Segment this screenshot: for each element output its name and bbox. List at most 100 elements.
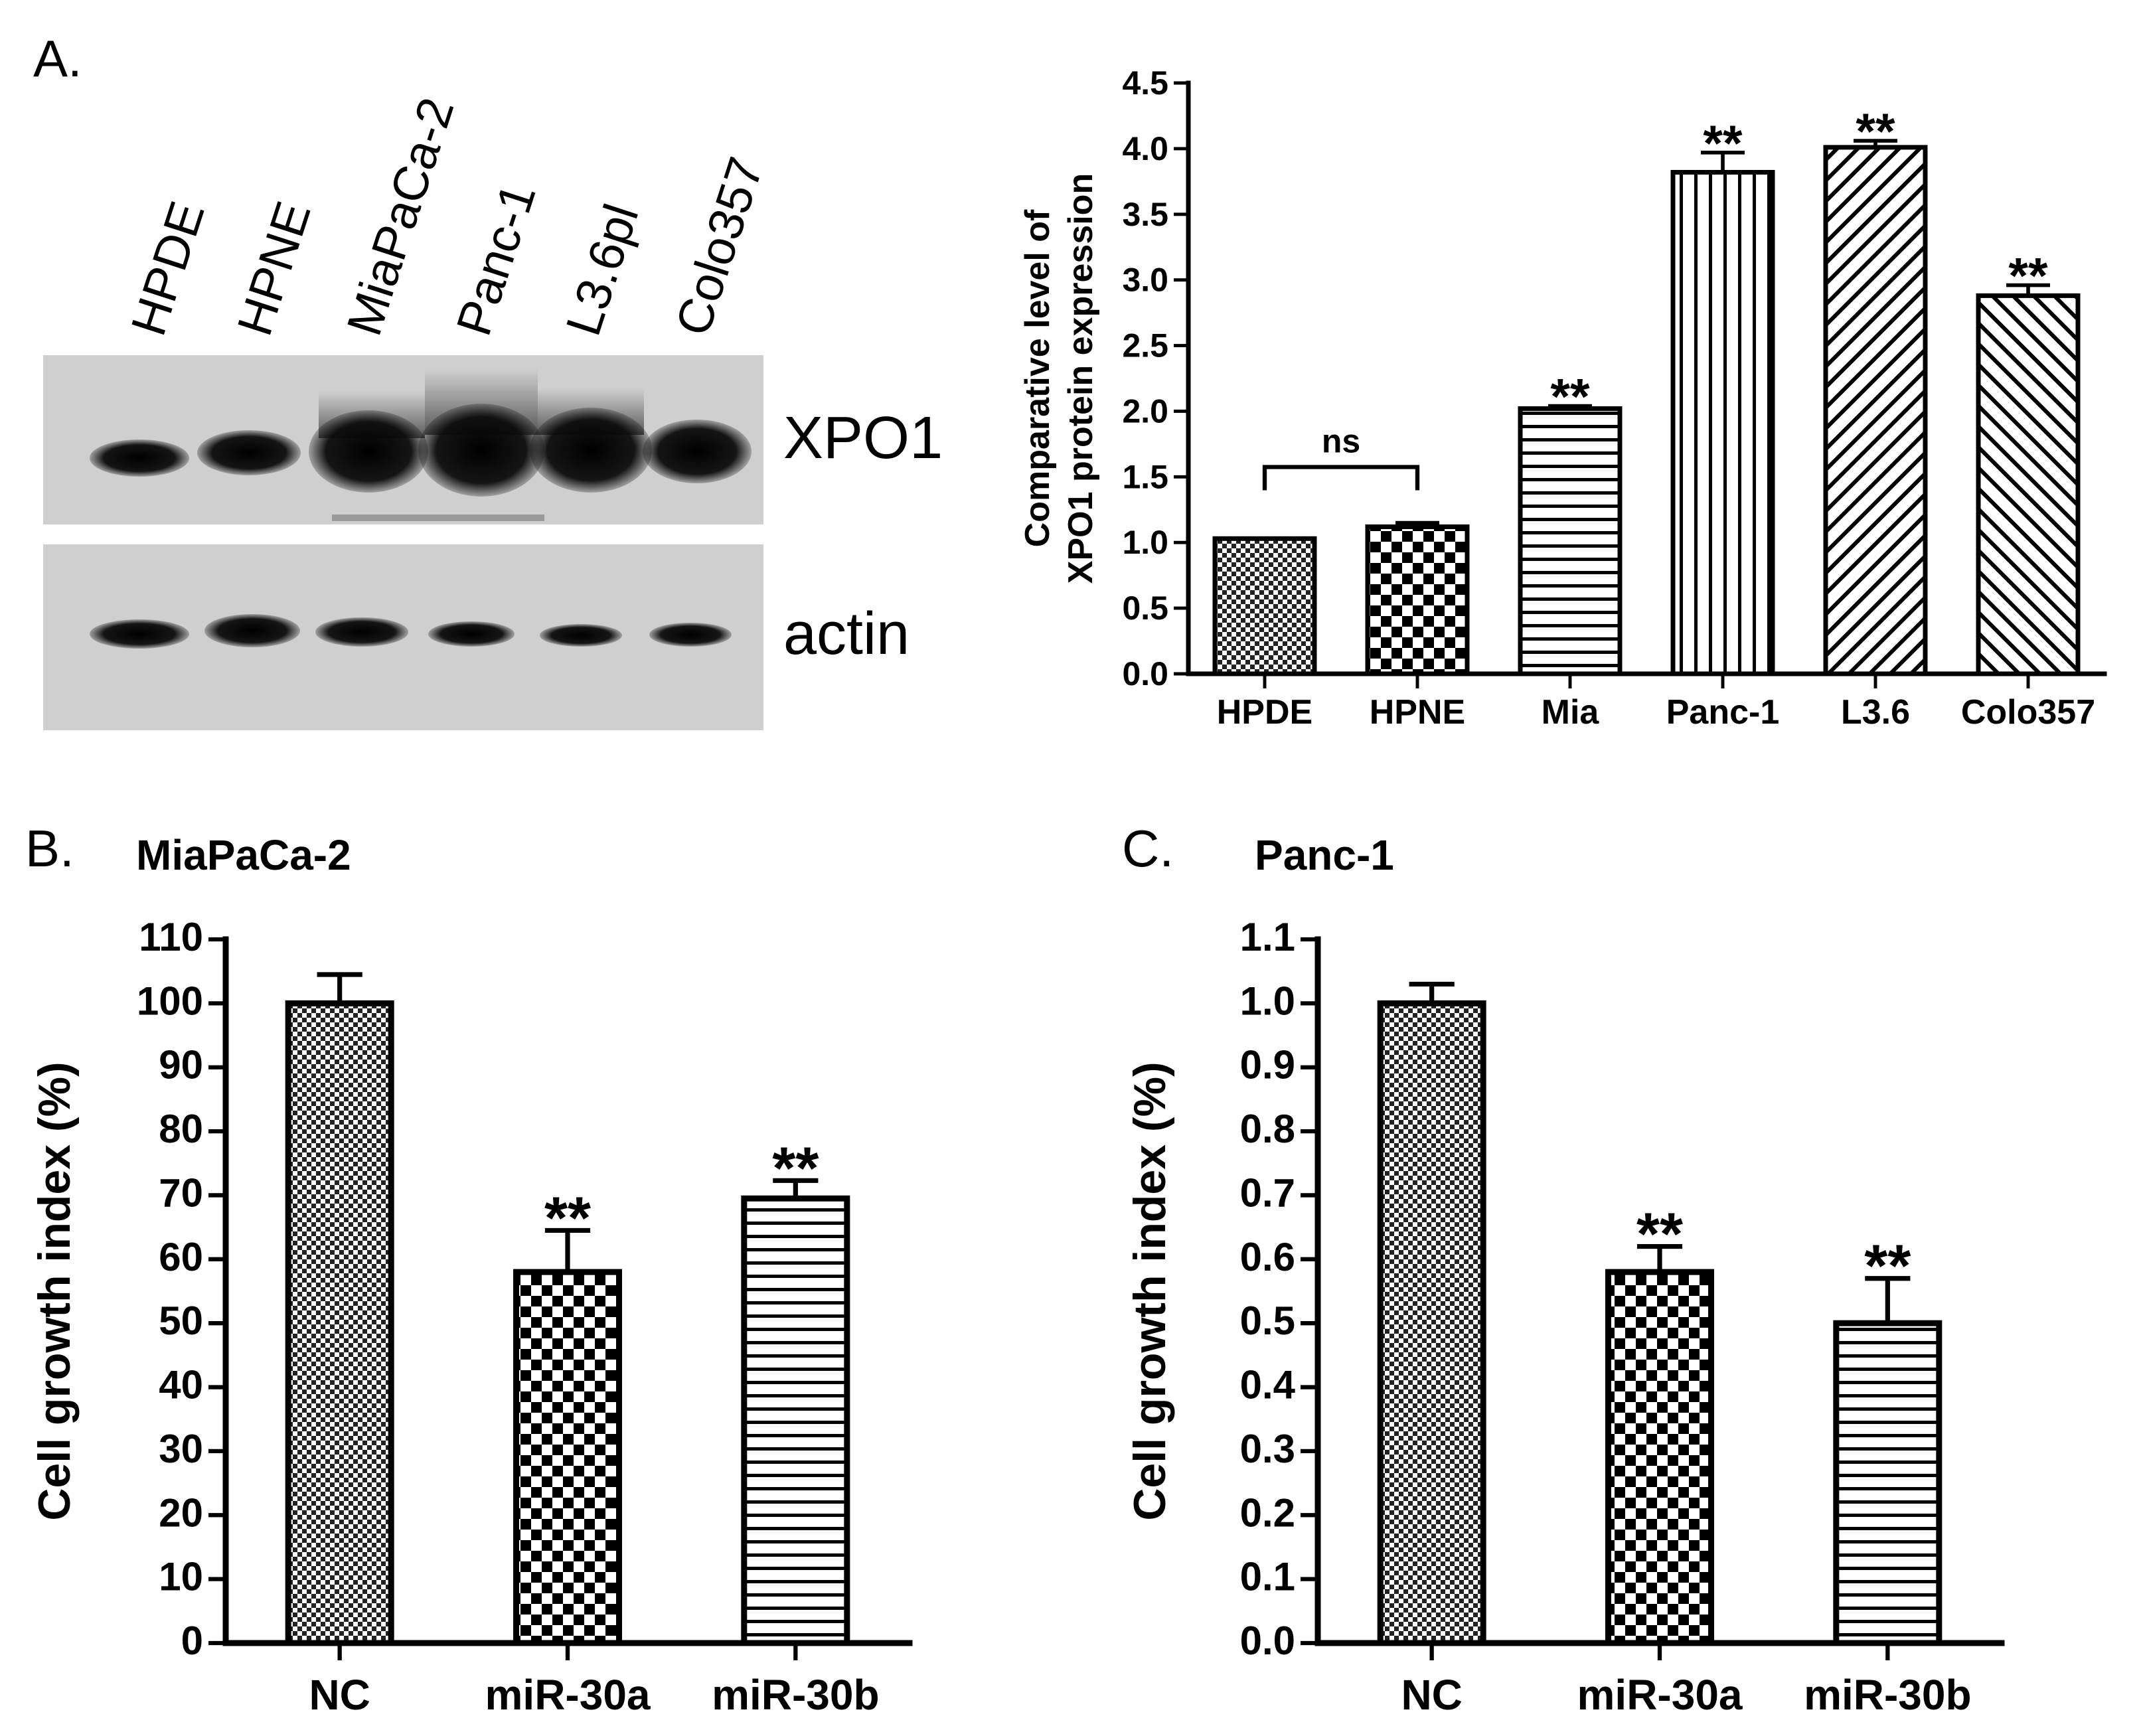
actin-blot: [43, 544, 763, 730]
bar-nc: [285, 1000, 394, 1646]
x-tick-label: miR-30a: [485, 1671, 651, 1719]
significance-mark: **: [1550, 369, 1590, 426]
comparison-bracket: [1262, 465, 1420, 491]
bar-mir-30b: [1833, 1320, 1943, 1646]
x-tick-label: Mia: [1542, 693, 1600, 732]
actin-band-5: [649, 623, 732, 647]
y-tick-label: 0.5: [1122, 590, 1168, 627]
y-tick-label: 0.3: [1240, 1427, 1295, 1471]
y-tick-label: 30: [159, 1427, 203, 1471]
xpo1-lower-band: [332, 514, 544, 521]
lane-label-2: MiaPaCa-2: [336, 91, 464, 342]
xpo1-blot: [43, 355, 763, 524]
panel-c-letter: C.: [1122, 819, 1174, 878]
lane-label-1: HPNE: [226, 195, 321, 342]
x-tick-label: Colo357: [1961, 693, 2095, 732]
y-axis-label: Cell growth index (%): [29, 1062, 80, 1520]
chart-c: Panc-1 Cell growth index (%) 0.0 0.1 0.2 0.3 0…: [1125, 831, 2005, 1719]
actin-band-3: [428, 621, 515, 647]
actin-band-4: [540, 624, 622, 647]
significance-mark: **: [1856, 104, 1895, 160]
y-tick-label: 1.1: [1240, 915, 1295, 959]
x-tick-label: miR-30b: [1804, 1671, 1972, 1719]
x-tick-label: HPDE: [1217, 693, 1312, 732]
y-tick-label: 0.0: [1122, 655, 1168, 692]
y-tick-label: 110: [139, 915, 203, 959]
lane-label-0: HPDE: [120, 195, 214, 342]
chart-title: Panc-1: [1255, 831, 1394, 879]
significance-mark: **: [1636, 1202, 1683, 1268]
y-tick-label: 0.2: [1240, 1490, 1295, 1535]
panel-a-letter: A.: [33, 29, 82, 88]
y-tick-label: 1.0: [1122, 524, 1168, 561]
y-tick-label: 0.0: [1240, 1618, 1295, 1663]
chart-b: MiaPaCa-2 Cell growth index (%) 0 10 20 30 40 5…: [29, 831, 913, 1719]
bar-mir-30a: [1605, 1269, 1714, 1646]
x-tick-label: miR-30a: [1577, 1671, 1743, 1719]
actin-band-0: [90, 619, 189, 649]
y-tick-label: 0.4: [1240, 1363, 1296, 1407]
x-tick-label: L3.6: [1841, 693, 1910, 732]
significance-mark: **: [2008, 248, 2048, 305]
y-tick-label: 20: [159, 1490, 203, 1535]
significance-mark: **: [772, 1135, 819, 1202]
x-tick-label: NC: [309, 1671, 370, 1719]
y-tick-label: 90: [159, 1043, 203, 1087]
y-tick-label: 70: [159, 1170, 203, 1215]
y-tick-label: 1.0: [1240, 979, 1295, 1023]
comparison-label: ns: [1322, 422, 1360, 459]
y-tick-label: 0.8: [1240, 1107, 1295, 1151]
xpo1-band-1: [197, 430, 301, 475]
actin-band-2: [315, 617, 408, 647]
chart-a: Comparative level of XPO1 protein express…: [1018, 64, 2107, 732]
x-tick-label: NC: [1401, 1671, 1462, 1719]
bar-hpde: [1212, 536, 1317, 676]
lane-label-4: L3.6pl: [555, 198, 649, 342]
y-tick-label: 0.5: [1240, 1299, 1295, 1343]
y-tick-label: 50: [159, 1299, 203, 1343]
y-tick-label: 80: [159, 1107, 203, 1151]
x-tick-label: HPNE: [1370, 693, 1465, 732]
bar-mir-30b: [741, 1195, 850, 1646]
y-tick-label: 40: [159, 1363, 203, 1407]
y-tick-label: 3.0: [1122, 262, 1168, 299]
xpo1-label: XPO1: [783, 405, 943, 471]
y-axis-label: XPO1 protein expression: [1062, 173, 1100, 584]
y-axis-label: Cell growth index (%): [1125, 1062, 1175, 1520]
y-tick-label: 60: [159, 1235, 203, 1279]
actin-band-1: [204, 614, 300, 647]
lane-labels: HPDE HPNE MiaPaCa-2 Panc-1 L3.6pl Colo35…: [120, 91, 773, 342]
y-tick-label: 0.7: [1240, 1170, 1295, 1215]
significance-mark: **: [544, 1185, 591, 1251]
y-tick-label: 0.6: [1240, 1235, 1295, 1279]
panel-b-letter: B.: [25, 819, 74, 878]
y-tick-label: 10: [159, 1555, 203, 1599]
bar-nc: [1377, 1000, 1486, 1646]
y-axis-label: Comparative level of: [1018, 209, 1057, 547]
xpo1-band-4: [530, 408, 652, 493]
bar-hpne: [1365, 524, 1470, 676]
bar-mir-30a: [513, 1269, 622, 1646]
y-tick-label: 2.0: [1122, 392, 1168, 430]
y-tick-label: 0.9: [1240, 1043, 1295, 1087]
y-tick-label: 4.5: [1122, 64, 1168, 102]
bar-colo357: [1976, 293, 2081, 676]
actin-label: actin: [783, 601, 910, 667]
xpo1-band-5: [643, 420, 752, 483]
bar-mia: [1518, 406, 1623, 676]
chart-title: MiaPaCa-2: [136, 831, 351, 879]
y-tick-label: 0: [181, 1618, 203, 1663]
y-tick-label: 1.5: [1122, 458, 1168, 495]
x-tick-label: miR-30b: [712, 1671, 880, 1719]
significance-mark: **: [1703, 116, 1743, 172]
bar-l3-6: [1823, 145, 1928, 676]
lane-label-5: Colo357: [665, 151, 773, 342]
y-tick-label: 2.5: [1122, 327, 1168, 364]
xpo1-band-2: [309, 410, 428, 493]
bar-panc-1: [1670, 169, 1775, 676]
xpo1-band-3: [418, 404, 544, 497]
lane-label-3: Panc-1: [445, 177, 546, 342]
y-tick-label: 0.1: [1240, 1555, 1295, 1599]
significance-mark: **: [1864, 1233, 1911, 1300]
